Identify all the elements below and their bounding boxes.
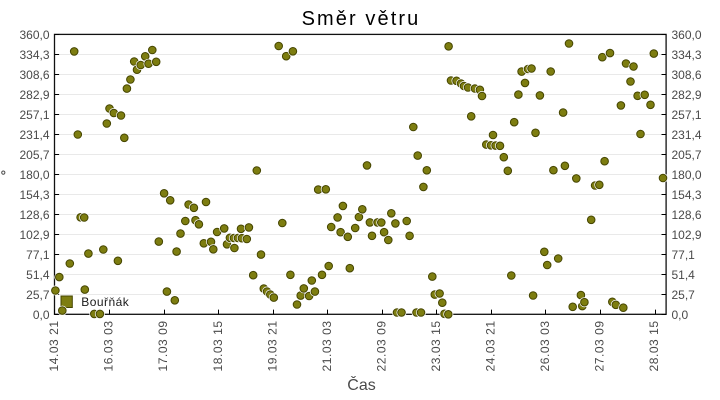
- svg-text:231,4: 231,4: [19, 128, 49, 142]
- svg-text:77,1: 77,1: [26, 248, 50, 262]
- svg-text:16.03 03: 16.03 03: [102, 320, 116, 371]
- svg-text:26.03 03: 26.03 03: [538, 320, 552, 371]
- svg-text:154,3: 154,3: [672, 188, 702, 202]
- svg-text:128,6: 128,6: [672, 208, 702, 222]
- svg-text:25,7: 25,7: [26, 288, 50, 302]
- svg-text:0,0: 0,0: [33, 308, 50, 322]
- svg-text:334,3: 334,3: [672, 48, 702, 62]
- svg-text:154,3: 154,3: [19, 188, 49, 202]
- svg-text:17.03 09: 17.03 09: [156, 320, 170, 371]
- svg-text:282,9: 282,9: [19, 88, 49, 102]
- svg-text:21.03 03: 21.03 03: [320, 320, 334, 371]
- svg-text:180,0: 180,0: [672, 168, 702, 182]
- svg-text:18.03 15: 18.03 15: [211, 320, 225, 371]
- svg-text:77,1: 77,1: [672, 248, 696, 262]
- svg-text:0,0: 0,0: [672, 308, 689, 322]
- svg-text:180,0: 180,0: [19, 168, 49, 182]
- svg-text:19.03 21: 19.03 21: [265, 320, 279, 371]
- svg-text:334,3: 334,3: [19, 48, 49, 62]
- svg-text:Bouřňák: Bouřňák: [81, 295, 129, 309]
- svg-text:51,4: 51,4: [26, 268, 50, 282]
- svg-text:102,9: 102,9: [672, 228, 702, 242]
- svg-text:308,6: 308,6: [19, 68, 49, 82]
- svg-text:205,7: 205,7: [672, 148, 702, 162]
- svg-text:308,6: 308,6: [672, 68, 702, 82]
- svg-text:231,4: 231,4: [672, 128, 702, 142]
- svg-text:257,1: 257,1: [19, 108, 49, 122]
- svg-text:14.03 21: 14.03 21: [47, 320, 61, 371]
- svg-text:360,0: 360,0: [672, 28, 702, 42]
- svg-text:51,4: 51,4: [672, 268, 696, 282]
- svg-text:24.03 21: 24.03 21: [484, 320, 498, 371]
- svg-text:23.03 15: 23.03 15: [429, 320, 443, 371]
- svg-text:Směr větru: Směr větru: [302, 8, 421, 30]
- svg-text:205,7: 205,7: [19, 148, 49, 162]
- svg-text:128,6: 128,6: [19, 208, 49, 222]
- svg-text:282,9: 282,9: [672, 88, 702, 102]
- svg-text:25,7: 25,7: [672, 288, 696, 302]
- svg-text:360,0: 360,0: [19, 28, 49, 42]
- svg-text:102,9: 102,9: [19, 228, 49, 242]
- svg-text:27.03 09: 27.03 09: [593, 320, 607, 371]
- svg-text:28.03 15: 28.03 15: [647, 320, 661, 371]
- svg-text:Čas: Čas: [347, 375, 375, 394]
- svg-text:22.03 09: 22.03 09: [374, 320, 388, 371]
- svg-text:257,1: 257,1: [672, 108, 702, 122]
